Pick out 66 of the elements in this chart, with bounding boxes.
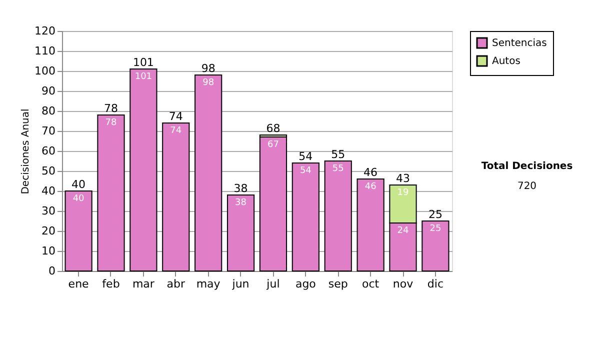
data-label: 46 (364, 182, 377, 192)
bar (324, 160, 352, 272)
x-tick-label: abr (166, 278, 186, 290)
x-tick-label: mar (132, 278, 155, 290)
y-axis-title: Decisiones Anual (20, 108, 32, 194)
total-label: 74 (168, 110, 183, 123)
data-label: 54 (300, 166, 312, 176)
data-label: 25 (430, 224, 442, 234)
y-tick-label: 30 (42, 204, 56, 218)
data-label: 38 (235, 198, 247, 208)
bar (194, 74, 222, 272)
x-tick-label: oct (362, 278, 380, 290)
total-label: 38 (234, 182, 248, 195)
x-tick-label: ago (295, 278, 316, 290)
bar (422, 220, 450, 272)
x-tick-label: ene (68, 278, 90, 290)
y-tick-label: 110 (34, 44, 56, 58)
y-tick-label: 80 (42, 104, 56, 118)
x-tick-label: jul (266, 278, 280, 290)
x-tick-label: jun (231, 278, 250, 290)
x-tick-label: feb (102, 278, 120, 290)
legend-label: Sentencias (492, 38, 547, 49)
y-tick-label: 40 (42, 184, 56, 198)
total-label: 40 (72, 178, 86, 191)
bar (259, 136, 288, 272)
data-label: 74 (170, 126, 182, 136)
y-tick-label: 70 (42, 124, 56, 138)
total-label: 43 (396, 172, 410, 185)
bar (162, 122, 190, 272)
data-label: 67 (267, 140, 279, 150)
data-label: 24 (397, 226, 410, 236)
bar (97, 114, 125, 272)
bar (292, 162, 320, 272)
x-tick-label: sep (328, 278, 348, 290)
text: Total Decisiones (481, 161, 573, 172)
y-tick-label: 100 (34, 64, 56, 78)
x-tick-label: nov (392, 278, 414, 290)
total-label: 78 (104, 102, 118, 115)
data-label: 40 (72, 194, 85, 204)
y-tick-label: 90 (42, 84, 56, 98)
y-tick-label: 50 (42, 164, 56, 178)
text: 720 (517, 181, 537, 192)
x-tick-label: may (196, 278, 221, 290)
data-label: 55 (332, 164, 344, 174)
x-tick-label: dic (427, 278, 444, 290)
y-tick-label: 20 (42, 224, 56, 238)
bar (130, 68, 158, 272)
total-label: 54 (298, 150, 313, 163)
data-label: 78 (105, 118, 117, 128)
legend-label: Autos (492, 56, 520, 67)
y-tick-label: 0 (48, 264, 56, 278)
total-label: 101 (132, 56, 154, 69)
y-tick-label: 10 (42, 244, 56, 258)
total-label: 98 (201, 62, 216, 75)
bar (226, 194, 255, 272)
total-label: 55 (331, 148, 346, 161)
bar (64, 190, 92, 272)
total-label: 25 (428, 208, 442, 221)
y-tick-label: 60 (42, 144, 56, 158)
y-tick-label: 120 (34, 24, 56, 38)
data-label: 98 (202, 78, 214, 88)
data-label: 19 (397, 188, 410, 198)
bar (356, 178, 384, 272)
total-label: 46 (364, 166, 378, 179)
total-label: 68 (266, 122, 280, 135)
data-label: 101 (134, 72, 152, 82)
